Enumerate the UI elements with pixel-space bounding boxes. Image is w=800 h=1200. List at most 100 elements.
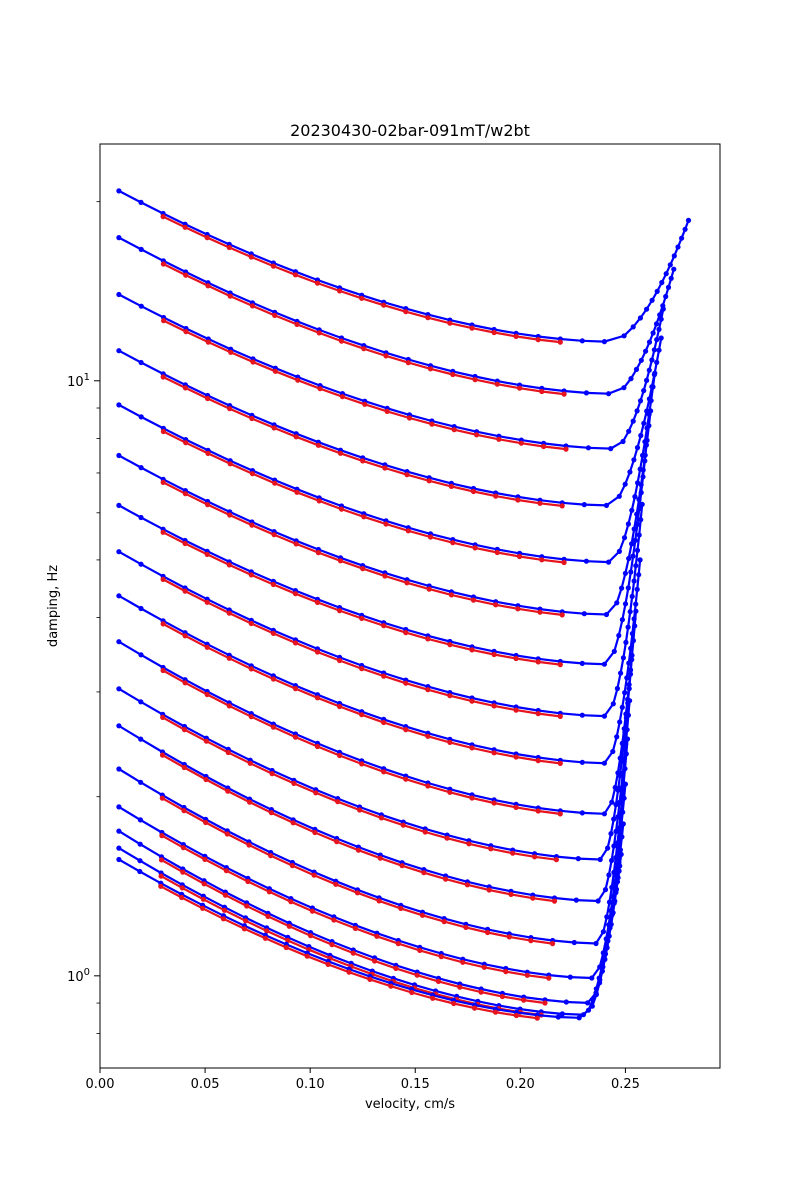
curve-6-down-point-14 [448,592,454,598]
curve-12-up-point-24 [602,887,609,893]
curve-14-down-point-10 [352,925,358,932]
curve-2-up-point-30 [650,330,656,336]
curve-13-up-point-25 [604,914,610,920]
curve-6-up-point-29 [631,526,637,532]
curve-1 [116,188,692,345]
curve-3-down-point-12 [406,415,413,421]
curve-5-down-point-11 [383,521,389,527]
curve-7-up-point-22 [579,660,585,667]
curve-16-down-point-3 [200,896,206,902]
curve-11-down-point-1 [160,714,166,721]
curve-11-down-point-19 [553,857,560,863]
curve-9-down-point-5 [248,666,254,672]
curve-14-up-point-1 [116,804,122,810]
curve-1-down-point-19 [557,339,563,345]
curve-17-up-point-33 [609,911,616,917]
curve-17 [116,856,622,1021]
curve-2-down-point-6 [272,312,278,318]
curve-10-down-point-7 [292,734,299,740]
curve-1-up-point-34 [675,244,681,250]
y-axis-label: damping, Hz [46,565,61,647]
curve-4-down-point-19 [559,503,565,509]
curve-9-down-point-11 [381,719,387,726]
curve-11-down-point-18 [532,854,538,860]
curve-11-down-point-3 [203,738,209,744]
curve-15-down-point-18 [521,997,527,1003]
curve-4-down-point-4 [227,406,233,412]
curve-6-up-point-1 [116,452,122,459]
curve-2-down-point-7 [294,321,300,327]
curve-4-up-point-1 [116,348,122,354]
curve-2-down-point-16 [494,381,500,387]
curve-1-up-point-37 [685,217,692,223]
curve-1-up-line [118,189,690,343]
curve-13-down-point-4 [224,831,230,837]
curve-12-up-line [118,700,631,903]
curve-9-down-point-18 [535,758,541,764]
y-tick-label-1: 100 [67,967,90,985]
curve-3-up-point-34 [654,337,660,343]
curve-14-down-point-13 [417,947,423,954]
curve-7-up-point-23 [601,661,608,667]
curve-1-up-point-26 [637,315,644,321]
curve-11-up-point-25 [608,831,614,837]
curve-7-up-point-32 [634,521,641,528]
curve-2-down-line [162,263,565,396]
curve-9-up-point-26 [617,719,623,725]
curve-4-down-point-5 [249,415,255,422]
curve-6-down-line [162,481,563,616]
curve-6-down-point-5 [249,522,255,528]
curve-8-down-point-4 [226,610,232,616]
curve-14-down-point-17 [503,969,509,975]
curve-9-down-point-12 [403,727,409,733]
curve-7-down-point-9 [337,608,343,614]
curve-8-up-point-32 [631,578,637,584]
curve-1-down-point-11 [381,302,387,308]
curve-14-down-point-7 [288,899,294,905]
curve-13-down-point-18 [528,938,534,944]
x-axis-label: velocity, cm/s [365,1097,455,1112]
curve-10-up-point-24 [609,799,615,805]
curve-3-up-point-33 [651,347,658,353]
curve-11-up-point-2 [138,699,144,705]
curve-5-down-point-15 [472,545,478,551]
curve-8-up-point-34 [634,547,641,554]
curve-9-up-point-1 [116,593,122,599]
curve-12-up-point-27 [611,843,617,849]
curve-12-up-point-22 [573,897,579,903]
curve-6-up-point-2 [138,465,144,471]
curve-3-down-point-5 [250,359,256,365]
curve-15-down-point-19 [542,1000,548,1006]
curve-17-down-point-5 [241,926,247,932]
curve-16-down-point-4 [221,907,228,913]
curve-12-down-point-6 [268,810,274,816]
curve-10-down-point-17 [513,804,519,811]
curve-1-down-point-16 [491,329,497,336]
curve-8-down-point-3 [204,599,210,605]
curve-9-down-point-1 [160,621,166,627]
curve-16-down-point-2 [179,885,185,891]
curve-3-up-point-2 [138,303,144,309]
curve-3-down-point-18 [541,443,547,450]
curve-17-down-point-19 [534,1015,540,1021]
curve-10-down-point-15 [469,795,475,801]
curve-3-down-point-7 [295,377,301,383]
curve-13-down-point-1 [159,795,165,801]
curve-14-down-point-2 [180,845,186,851]
curve-12-down-point-5 [247,799,253,805]
curve-15-down-point-11 [372,958,378,964]
curve-11-down-point-9 [335,799,341,805]
curve-13-down-point-14 [441,919,447,925]
curve-3-up-point-32 [649,357,655,363]
curve-2-up-point-35 [665,284,672,290]
curve-15-down-point-16 [478,989,484,995]
curve-8-up-point-2 [138,561,144,567]
curve-1-up-point-23 [601,339,608,345]
curve-3-up-point-23 [608,446,614,452]
curve-10-down-point-16 [491,800,497,806]
curve-4-down-point-15 [470,488,477,495]
curve-16-up-point-2 [137,858,143,864]
curve-9-up-point-36 [636,572,642,578]
curve-6-down-point-19 [559,612,565,618]
curve-1-up-point-22 [579,338,585,344]
